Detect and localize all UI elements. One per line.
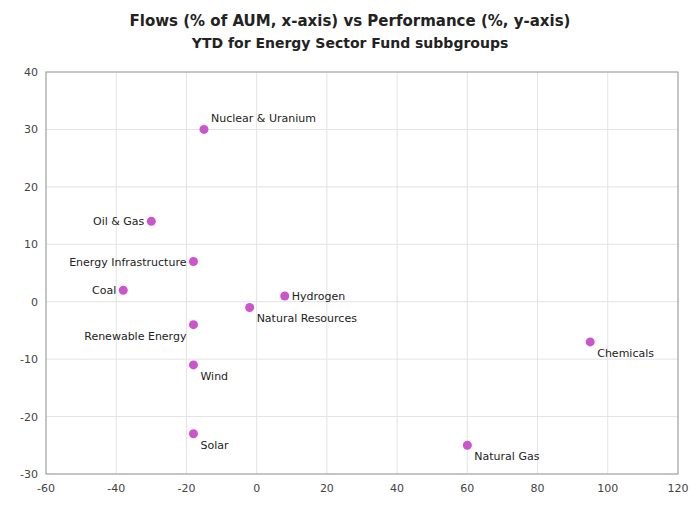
- point-label: Renewable Energy: [84, 330, 187, 343]
- y-grid-line: [46, 186, 678, 187]
- x-tick-label: 120: [668, 482, 689, 495]
- y-tick-label: 30: [24, 123, 38, 136]
- title: Flows (% of AUM, x-axis) vs Performance …: [130, 12, 571, 30]
- x-tick-label: -40: [107, 482, 125, 495]
- x-tick-label: 80: [531, 482, 545, 495]
- scatter-point: [189, 429, 198, 438]
- tick-labels: -60 -40 -20 0 20 40 60 80 100 120 -30 -20 -10 0 10 20 30…: [20, 66, 688, 495]
- scatter-point: [119, 286, 128, 295]
- x-grid-line: [467, 72, 468, 474]
- x-grid-line: [256, 72, 257, 474]
- point-label: Energy Infrastructure: [69, 256, 187, 269]
- y-grid-line: [46, 129, 678, 130]
- scatter-point: [463, 441, 472, 450]
- scatter-point: [245, 303, 254, 312]
- y-tick-label: 10: [24, 238, 38, 251]
- subtitle: YTD for Energy Sector Fund subbgroups: [191, 35, 509, 51]
- x-tick-label: -20: [177, 482, 195, 495]
- scatter-point: [147, 217, 156, 226]
- y-grid-line: [46, 301, 678, 302]
- grid: [46, 72, 678, 474]
- point-label: Wind: [200, 370, 228, 383]
- x-grid-line: [326, 72, 327, 474]
- x-grid-line: [186, 72, 187, 474]
- scatter-point: [586, 337, 595, 346]
- y-tick-label: 0: [31, 296, 38, 309]
- x-tick-label: 100: [597, 482, 618, 495]
- y-grid-line: [46, 359, 678, 360]
- x-grid-line: [537, 72, 538, 474]
- x-grid-line: [116, 72, 117, 474]
- point-labels: Nuclear & Uranium Oil & Gas Energy Infrast…: [69, 112, 654, 463]
- scatter-point: [189, 257, 198, 266]
- x-tick-label: -60: [37, 482, 55, 495]
- x-grid-line: [607, 72, 608, 474]
- point-label: Natural Resources: [257, 312, 358, 325]
- scatter-point: [200, 125, 209, 134]
- x-tick-label: 0: [253, 482, 260, 495]
- x-grid-line: [397, 72, 398, 474]
- x-tick-label: 60: [460, 482, 474, 495]
- background: [0, 0, 700, 508]
- point-label: Solar: [200, 439, 229, 452]
- point-label: Oil & Gas: [93, 215, 145, 228]
- y-tick-label: -20: [20, 411, 38, 424]
- chart: Flows (% of AUM, x-axis) vs Performance …: [0, 0, 700, 508]
- y-tick-label: -30: [20, 468, 38, 481]
- y-grid-line: [46, 244, 678, 245]
- plot-frame: [46, 72, 678, 474]
- y-tick-label: -10: [20, 353, 38, 366]
- point-label: Coal: [92, 284, 116, 297]
- y-grid-line: [46, 416, 678, 417]
- x-tick-label: 20: [320, 482, 334, 495]
- y-tick-label: 20: [24, 181, 38, 194]
- point-label: Nuclear & Uranium: [211, 112, 316, 125]
- point-label: Hydrogen: [292, 290, 346, 303]
- scatter-point: [189, 360, 198, 369]
- points: [119, 125, 595, 450]
- y-tick-label: 40: [24, 66, 38, 79]
- point-label: Natural Gas: [474, 450, 539, 463]
- scatter-point: [280, 291, 289, 300]
- point-label: Chemicals: [597, 347, 654, 360]
- x-tick-label: 40: [390, 482, 404, 495]
- scatter-point: [189, 320, 198, 329]
